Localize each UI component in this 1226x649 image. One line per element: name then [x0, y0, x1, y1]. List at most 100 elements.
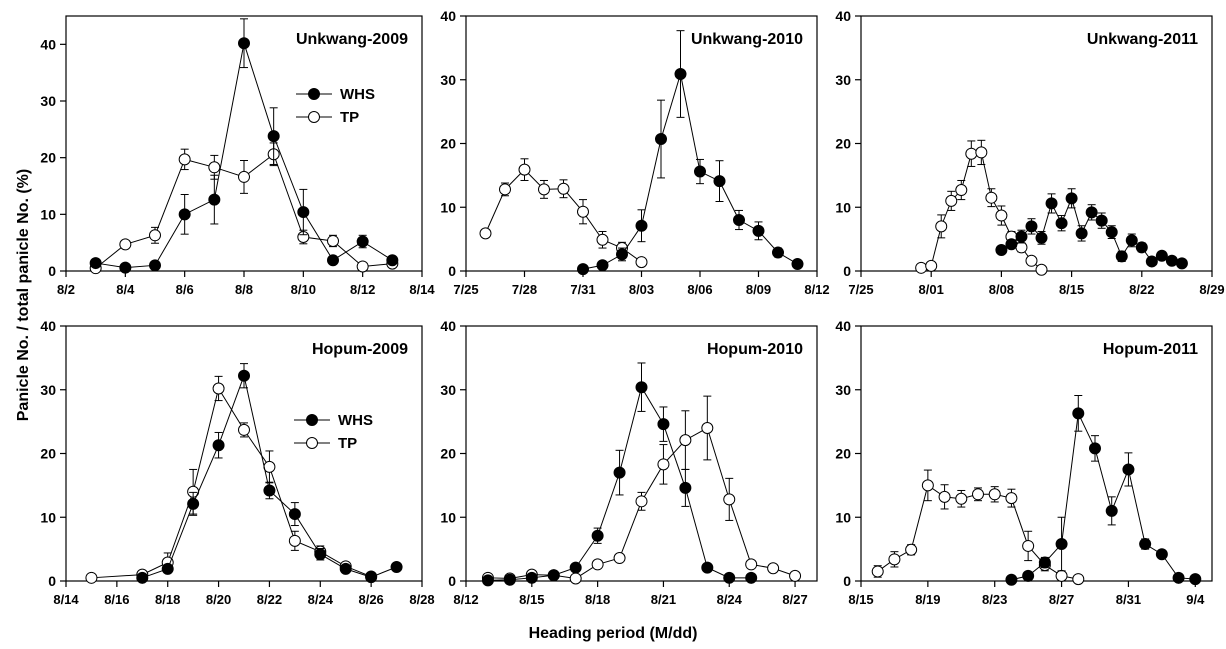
x-tick-label: 8/01	[919, 282, 944, 297]
y-tick-label: 40	[440, 318, 456, 334]
data-point	[1005, 238, 1018, 251]
y-axis-label: Panicle No. / total panicle No. (%)	[15, 168, 32, 422]
series-tp	[915, 139, 1048, 276]
y-tick-label: 30	[40, 93, 56, 109]
data-point	[136, 571, 149, 584]
panel-1: 0 10 20 30 40 8/2 8/4 8/6 8/8 8/10 8/12 8/14 Unkwang…	[40, 15, 435, 297]
x-tick-label: 8/03	[629, 282, 654, 297]
data-point	[616, 248, 628, 261]
data-point	[569, 572, 582, 585]
legend-marker	[306, 414, 318, 426]
y-tick-label: 20	[835, 136, 851, 152]
data-point	[635, 256, 648, 269]
data-point	[679, 434, 692, 447]
x-tick-label: 8/19	[915, 592, 940, 607]
data-point	[723, 571, 736, 584]
series-whs	[577, 30, 804, 276]
legend: WHS TP	[296, 86, 375, 126]
data-point	[119, 238, 132, 251]
data-point	[481, 574, 494, 587]
data-point	[1139, 538, 1152, 551]
data-point	[1025, 220, 1038, 233]
series-line	[91, 387, 372, 579]
x-tick-label: 8/23	[982, 592, 1007, 607]
data-point	[1038, 556, 1051, 569]
x-tick-label: 8/20	[206, 592, 231, 607]
data-point	[161, 562, 174, 575]
data-point	[288, 534, 301, 547]
y-tick-label: 20	[40, 446, 56, 462]
data-point	[327, 234, 339, 247]
series-line	[582, 73, 798, 270]
data-point	[745, 558, 758, 571]
y-axis-label-container: Panicle No. / total panicle No. (%)	[12, 60, 36, 530]
data-point	[1125, 234, 1138, 247]
y-tick-label: 20	[40, 150, 56, 166]
x-tick-label: 8/8	[235, 282, 253, 297]
panel-4: 0 10 20 30 40 8/14 8/16 8/18 8/20 8/22 8/24 8/26 8/2…	[40, 318, 434, 607]
data-point	[888, 553, 901, 566]
data-point	[1075, 227, 1088, 240]
panel-5: 0 10 20 30 40 8/12 8/15 8/18 8/21 8/24 8/27 Hopum-2…	[440, 318, 818, 607]
x-tick-label: 8/18	[585, 592, 610, 607]
x-tick-label: 7/25	[453, 282, 478, 297]
data-point	[238, 369, 250, 382]
y-tick-label: 20	[440, 446, 456, 462]
data-point	[1055, 217, 1068, 230]
data-point	[267, 130, 280, 143]
x-tick-label: 8/28	[409, 592, 434, 607]
data-point	[674, 68, 687, 81]
data-point	[238, 170, 250, 183]
data-point	[212, 382, 225, 395]
data-point	[518, 163, 531, 176]
data-point	[327, 254, 339, 267]
data-point	[386, 254, 399, 267]
data-point	[772, 246, 784, 259]
data-point	[955, 184, 968, 197]
y-tick-label: 20	[440, 136, 456, 152]
data-point	[789, 569, 802, 582]
data-point	[356, 235, 369, 248]
data-point	[767, 562, 780, 575]
data-point	[1189, 573, 1202, 586]
series-whs	[1005, 394, 1202, 586]
data-point	[985, 191, 998, 204]
series-whs	[481, 362, 758, 587]
panel-title: Unkwang-2009	[296, 31, 408, 48]
data-point	[591, 529, 604, 542]
y-tick-label: 10	[440, 199, 456, 215]
x-tick-label: 8/15	[1059, 282, 1084, 297]
data-point	[657, 418, 670, 431]
x-tick-label: 7/28	[512, 282, 537, 297]
data-point	[635, 219, 648, 232]
data-point	[1055, 569, 1068, 582]
data-point	[945, 194, 958, 207]
data-point	[577, 205, 589, 218]
data-point	[733, 214, 745, 226]
legend-marker	[308, 111, 320, 123]
data-point	[263, 460, 276, 473]
data-point	[390, 560, 403, 573]
y-tick-label: 40	[40, 318, 56, 334]
data-point	[1065, 192, 1078, 205]
data-point	[149, 229, 161, 242]
data-point	[238, 423, 250, 436]
data-point	[569, 561, 582, 574]
series-tp	[871, 469, 1085, 586]
data-point	[208, 193, 221, 206]
data-point	[1105, 226, 1118, 239]
x-tick-label: 8/4	[116, 282, 135, 297]
data-point	[745, 571, 758, 584]
data-point	[525, 571, 538, 584]
data-point	[577, 263, 589, 276]
panel-title: Hopum-2010	[707, 341, 803, 358]
data-point	[187, 497, 200, 510]
data-point	[89, 257, 102, 270]
data-point	[85, 571, 98, 584]
data-point	[1165, 254, 1178, 267]
y-tick-label: 0	[843, 263, 851, 279]
y-tick-label: 0	[448, 263, 456, 279]
data-point	[178, 153, 191, 166]
y-tick-label: 30	[835, 72, 851, 88]
data-point	[1035, 263, 1048, 276]
